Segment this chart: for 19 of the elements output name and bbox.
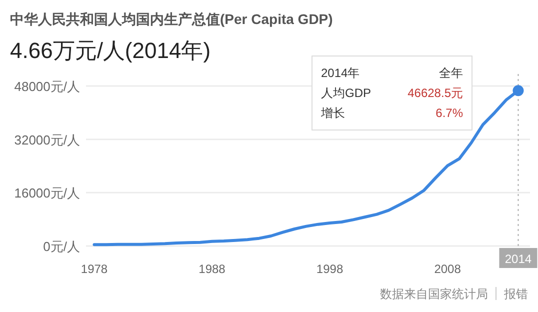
chart-title: 中华人民共和国人均国内生产总值(Per Capita GDP) bbox=[10, 11, 333, 27]
x-tick-label: 1978 bbox=[80, 262, 108, 276]
y-tick-label: 48000元/人 bbox=[14, 79, 80, 94]
annotation: 增长 bbox=[320, 106, 345, 120]
y-tick-label: 32000元/人 bbox=[14, 132, 80, 148]
text: 报错 bbox=[503, 287, 528, 301]
annotation: 46628.5元 bbox=[408, 86, 463, 100]
ref-line-label: 2014 bbox=[504, 252, 532, 266]
annotation: 人均GDP bbox=[321, 86, 372, 100]
chart-subtitle: 4.66万元/人(2014年) bbox=[10, 38, 211, 63]
y-tick-label: 0元/人 bbox=[43, 239, 80, 254]
y-tick-label: 16000元/人 bbox=[14, 186, 80, 201]
text: 2014年 bbox=[321, 66, 360, 80]
x-tick-label: 1998 bbox=[316, 262, 344, 276]
x-tick-label: 2008 bbox=[434, 262, 462, 276]
annotation: 6.7% bbox=[436, 106, 464, 120]
text: 全年 bbox=[439, 66, 463, 80]
text: 数据来自国家统计局 bbox=[380, 287, 488, 301]
x-tick-label: 1988 bbox=[198, 262, 226, 276]
